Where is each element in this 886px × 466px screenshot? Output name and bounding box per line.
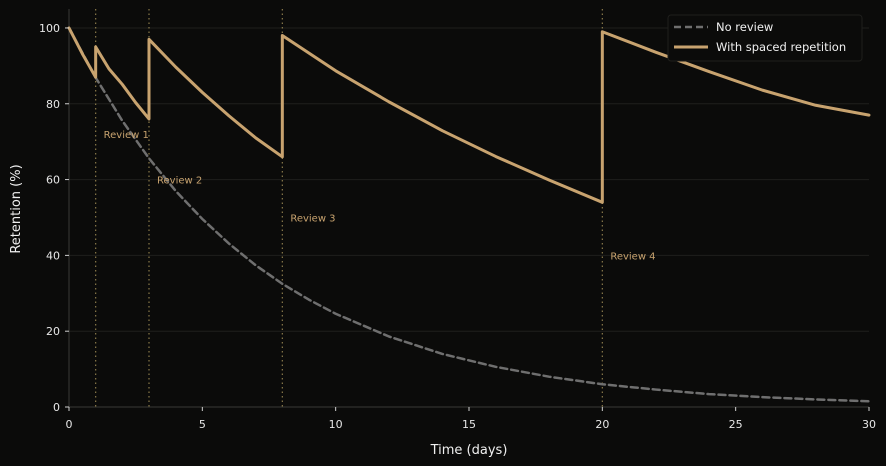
y-tick-label: 60 (46, 174, 60, 187)
x-axis-title: Time (days) (430, 443, 508, 458)
legend-no-review-label: No review (716, 20, 773, 34)
y-tick-label: 80 (46, 98, 60, 111)
x-tick-label: 10 (329, 418, 343, 431)
review-label-2: Review 2 (157, 176, 202, 187)
review-label-4: Review 4 (610, 251, 655, 262)
review-markers (95, 9, 603, 407)
legend: No review With spaced repetition (667, 14, 863, 62)
x-tick-label: 20 (595, 418, 609, 431)
x-tick-label: 30 (862, 418, 876, 431)
series-line-spaced-repetition (67, 26, 871, 204)
y-tick-label: 100 (39, 22, 60, 35)
y-axis-title: Retention (%) (9, 164, 24, 253)
review-annotations: Review 1 Review 2 Review 3 Review 4 (104, 130, 656, 262)
y-tick-label: 40 (46, 249, 60, 262)
tick-labels: 0 5 10 15 20 25 30 0 20 40 60 80 100 (39, 22, 876, 431)
y-tick-label: 0 (53, 401, 60, 414)
x-tick-label: 25 (729, 418, 743, 431)
y-tick-label: 20 (46, 325, 60, 338)
legend-box (667, 14, 863, 62)
x-tick-label: 5 (199, 418, 206, 431)
x-tick-label: 0 (66, 418, 73, 431)
review-label-3: Review 3 (290, 213, 335, 224)
x-tick-label: 15 (462, 418, 476, 431)
legend-spaced-label: With spaced repetition (716, 40, 846, 54)
series-line-no-review (67, 26, 871, 403)
series-lines (67, 26, 871, 403)
review-label-1: Review 1 (104, 130, 149, 141)
